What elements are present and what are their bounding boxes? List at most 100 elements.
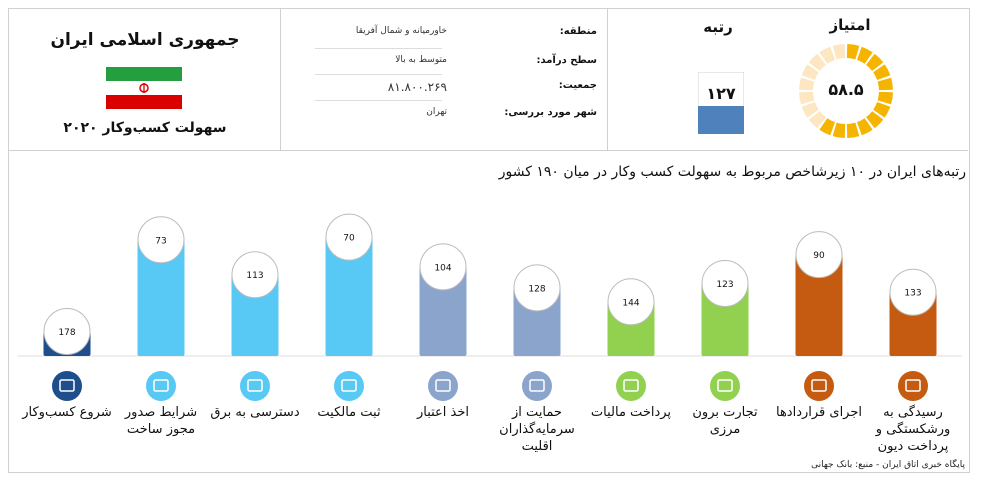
- info-value: ۸۱.۸۰۰.۲۶۹: [387, 80, 447, 94]
- icon-glyph: [341, 379, 357, 392]
- value-label: 144: [622, 298, 639, 308]
- donut-segment: [866, 111, 884, 129]
- category-label: دسترسی به برق: [210, 405, 300, 420]
- icon-glyph: [529, 379, 545, 392]
- credit-card-icon: [428, 371, 458, 401]
- lightning-icon: [240, 371, 270, 401]
- info-value: خاورمیانه و شمال آفریقا: [355, 26, 447, 36]
- divider: [280, 9, 281, 150]
- building-icon: [52, 371, 82, 401]
- donut-segment: [877, 77, 893, 91]
- value-label: 128: [528, 284, 545, 294]
- donut-segment: [808, 111, 826, 129]
- info-label: جمعیت:: [558, 80, 597, 91]
- chart-title: رتبه‌های ایران در ۱۰ زیرشاخص مربوط به سه…: [498, 164, 966, 180]
- donut-segment: [801, 102, 819, 118]
- value-bubble: [607, 278, 655, 326]
- donut-segment: [846, 122, 860, 138]
- info-label: سطح درآمد:: [536, 55, 597, 66]
- donut-segment: [866, 53, 884, 71]
- value-label: 133: [904, 289, 921, 299]
- donut-segment: [819, 118, 835, 136]
- info-label: منطقه:: [559, 26, 597, 37]
- category-label: ثبت مالکیت: [317, 405, 381, 420]
- value-bubble: [795, 231, 843, 279]
- value-bubble: [325, 213, 373, 261]
- icon-glyph: [905, 379, 921, 392]
- divider: [315, 74, 442, 75]
- category-label: اجرای قراردادها: [775, 405, 863, 420]
- score-value: ۵۸.۵: [828, 80, 864, 99]
- donut-segment: [799, 91, 815, 105]
- value-bubble: [419, 243, 467, 291]
- info-row-population: جمعیت: ۸۱.۸۰۰.۲۶۹: [315, 80, 597, 104]
- icon-glyph: [59, 379, 75, 392]
- money-icon: [616, 371, 646, 401]
- truck-icon: [710, 371, 740, 401]
- donut-segment: [799, 77, 815, 91]
- value-bubble: [231, 251, 279, 299]
- icon-glyph: [717, 379, 733, 392]
- value-label: 70: [343, 234, 355, 244]
- icon-glyph: [435, 379, 451, 392]
- icon-glyph: [153, 379, 169, 392]
- value-label: 113: [246, 271, 263, 281]
- score-label: امتیاز: [829, 16, 871, 34]
- source-note: پایگاه خبری اتاق ایران - منبع: بانک جهان…: [811, 460, 965, 470]
- category-label: پرداخت مالیات: [590, 405, 672, 420]
- value-bubble: [889, 268, 937, 316]
- divider: [315, 100, 442, 101]
- value-label: 104: [434, 263, 451, 273]
- value-bubble: [43, 308, 91, 356]
- tools-icon: [146, 371, 176, 401]
- donut-segment: [873, 64, 891, 80]
- value-label: 178: [58, 328, 75, 338]
- donut-segment: [877, 91, 893, 105]
- donut-segment: [846, 44, 860, 60]
- court-icon: [804, 371, 834, 401]
- rank-label: رتبه: [703, 18, 733, 36]
- bar: [419, 266, 467, 356]
- category-label: شروع کسب‌وکار: [22, 405, 112, 420]
- info-row-region: منطقه: خاورمیانه و شمال آفریقا: [315, 26, 597, 50]
- donut-segment: [808, 53, 826, 71]
- buildings-icon: [334, 371, 364, 401]
- info-value: تهران: [426, 107, 447, 117]
- info-label: شهر مورد بررسی:: [504, 107, 597, 118]
- donut-segment: [801, 64, 819, 80]
- score-donut: [799, 44, 893, 138]
- category-label: تجارت برون مرزی: [692, 405, 758, 437]
- category-label: اخذ اعتبار: [416, 405, 470, 420]
- rank-bar: [698, 72, 744, 134]
- donut-segment: [873, 102, 891, 118]
- bar: [795, 254, 843, 356]
- trend-icon: [522, 371, 552, 401]
- donut-segment: [832, 44, 846, 60]
- icon-glyph: [623, 379, 639, 392]
- bar: [325, 237, 373, 356]
- info-row-income: سطح درآمد: متوسط به بالا: [315, 55, 597, 79]
- country-title: جمهوری اسلامی ایران: [50, 30, 240, 50]
- info-row-city: شهر مورد بررسی: تهران: [315, 107, 597, 131]
- divider: [607, 9, 608, 150]
- divider: [8, 150, 968, 151]
- value-label: 123: [716, 280, 733, 290]
- donut-segment: [857, 118, 873, 136]
- frame: [8, 8, 970, 473]
- value-bubble: [701, 259, 749, 307]
- value-bubble: [513, 264, 561, 312]
- rank-value: ۱۲۷: [706, 84, 736, 103]
- value-label: 90: [813, 251, 825, 261]
- category-label: رسیدگی به ورشکستگی و پرداخت دیون: [875, 405, 951, 454]
- donut-segment: [857, 46, 873, 64]
- bar: [137, 239, 185, 356]
- donut-segment: [832, 122, 846, 138]
- value-bubble: [137, 216, 185, 264]
- iran-flag-icon: [106, 67, 182, 109]
- country-subtitle: سهولت کسب‌وکار ۲۰۲۰: [63, 120, 227, 136]
- gavel-icon: [898, 371, 928, 401]
- donut-segment: [819, 46, 835, 64]
- category-label: شرایط صدور مجوز ساخت: [124, 405, 198, 437]
- icon-glyph: [811, 379, 827, 392]
